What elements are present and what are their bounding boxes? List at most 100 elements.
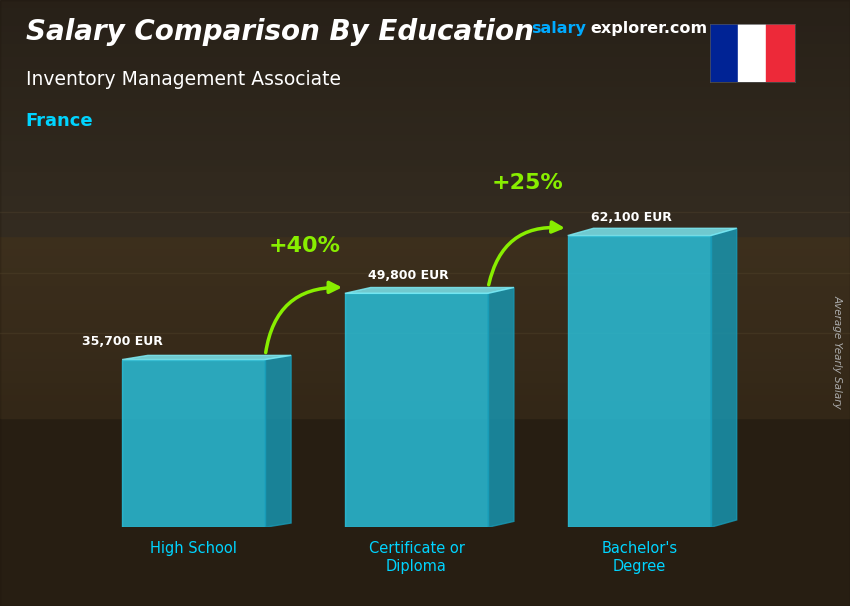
Bar — [0, 345, 850, 351]
Bar — [0, 48, 850, 55]
Bar — [0, 121, 850, 127]
Bar — [767, 24, 795, 82]
Bar — [0, 588, 850, 594]
Text: Inventory Management Associate: Inventory Management Associate — [26, 70, 341, 88]
Bar — [0, 6, 850, 12]
Bar — [0, 145, 850, 152]
Bar — [0, 418, 850, 424]
Bar — [0, 400, 850, 406]
Bar — [0, 261, 850, 267]
Bar — [738, 24, 767, 82]
Bar — [0, 85, 850, 91]
Polygon shape — [488, 287, 514, 527]
Text: +25%: +25% — [492, 173, 564, 193]
Bar — [0, 473, 850, 479]
Text: Average Yearly Salary: Average Yearly Salary — [832, 295, 842, 408]
Bar — [0, 158, 850, 164]
Bar — [0, 515, 850, 521]
Bar — [0, 115, 850, 121]
Bar — [0, 24, 850, 30]
Bar — [0, 303, 850, 309]
Bar — [0, 182, 850, 188]
Bar — [0, 109, 850, 115]
Bar — [0, 406, 850, 412]
Bar — [0, 364, 850, 370]
Text: 35,700 EUR: 35,700 EUR — [82, 335, 162, 348]
Bar — [0, 424, 850, 430]
Bar — [0, 67, 850, 73]
Bar — [0, 176, 850, 182]
Bar — [0, 479, 850, 485]
Bar — [0, 491, 850, 497]
Bar — [0, 248, 850, 255]
Bar — [0, 551, 850, 558]
Bar — [0, 448, 850, 454]
Bar — [0, 133, 850, 139]
Bar — [710, 24, 738, 82]
Bar — [0, 206, 850, 212]
Text: Salary Comparison By Education: Salary Comparison By Education — [26, 18, 534, 46]
Bar — [0, 309, 850, 315]
Bar — [0, 79, 850, 85]
Bar — [0, 152, 850, 158]
Bar — [0, 164, 850, 170]
Bar — [0, 103, 850, 109]
Bar — [0, 539, 850, 545]
Bar — [0, 236, 850, 242]
Bar — [0, 212, 850, 218]
Bar — [0, 467, 850, 473]
Bar — [0, 503, 850, 509]
Bar — [568, 236, 711, 527]
Bar — [122, 359, 265, 527]
Bar — [0, 315, 850, 321]
Text: 62,100 EUR: 62,100 EUR — [591, 211, 672, 224]
Bar — [0, 333, 850, 339]
Text: salary: salary — [531, 21, 586, 36]
Bar — [0, 527, 850, 533]
Text: France: France — [26, 112, 94, 130]
Bar — [0, 376, 850, 382]
Text: 49,800 EUR: 49,800 EUR — [368, 269, 449, 282]
Bar — [0, 545, 850, 551]
Bar — [345, 293, 488, 527]
Bar — [0, 230, 850, 236]
Text: +40%: +40% — [269, 236, 341, 256]
Bar — [0, 533, 850, 539]
Bar — [0, 321, 850, 327]
Bar — [0, 218, 850, 224]
Bar — [0, 273, 850, 279]
Bar — [0, 570, 850, 576]
Bar — [0, 36, 850, 42]
Text: explorer.com: explorer.com — [591, 21, 708, 36]
Polygon shape — [265, 355, 291, 527]
Bar — [0, 127, 850, 133]
Bar — [0, 521, 850, 527]
Bar — [0, 55, 850, 61]
Bar — [0, 188, 850, 194]
Bar — [0, 242, 850, 248]
Bar — [0, 594, 850, 600]
Bar — [0, 370, 850, 376]
Bar — [0, 436, 850, 442]
Bar — [0, 279, 850, 285]
Bar — [0, 30, 850, 36]
Bar — [0, 285, 850, 291]
Bar — [0, 382, 850, 388]
Bar — [0, 394, 850, 400]
Bar — [0, 18, 850, 24]
Bar — [0, 170, 850, 176]
Bar — [0, 73, 850, 79]
Bar — [0, 600, 850, 606]
Bar — [0, 267, 850, 273]
Bar — [0, 358, 850, 364]
Bar — [0, 139, 850, 145]
Bar — [0, 200, 850, 206]
Polygon shape — [711, 228, 737, 527]
Bar — [0, 576, 850, 582]
Bar — [0, 12, 850, 18]
Bar — [0, 91, 850, 97]
Bar — [0, 61, 850, 67]
Bar — [0, 558, 850, 564]
Bar — [0, 564, 850, 570]
Bar — [0, 442, 850, 448]
